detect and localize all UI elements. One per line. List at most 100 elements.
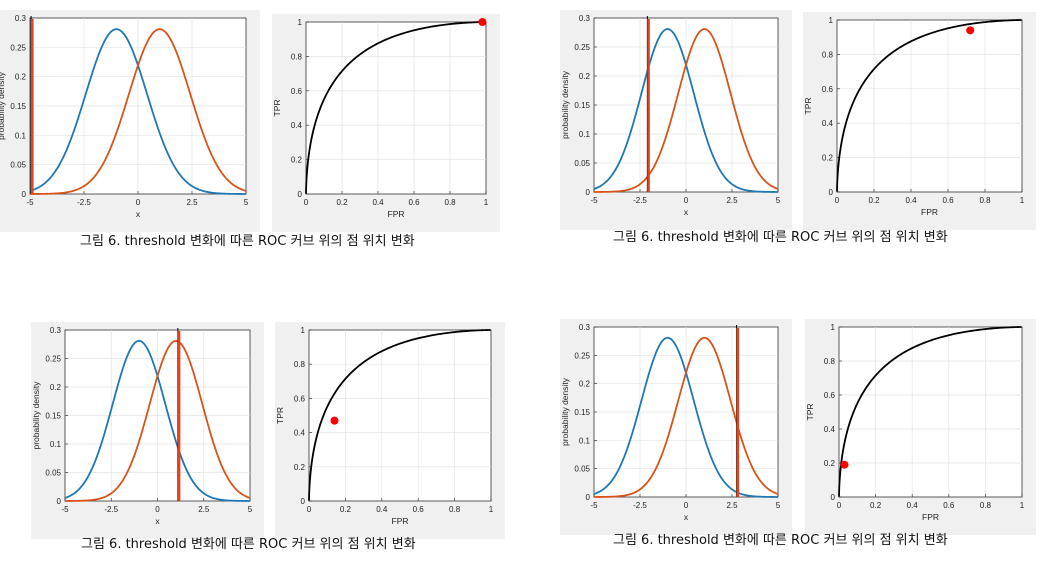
- positive-class-density-curve: [593, 28, 779, 193]
- x-axis-label: x: [684, 207, 689, 217]
- figure-caption-1: 그림 6. threshold 변화에 따른 ROC 커브 위의 점 위치 변화: [80, 234, 415, 249]
- y-tick-label: 0.3: [579, 323, 591, 332]
- roc-operating-point: [478, 18, 487, 26]
- y-tick-label: 0: [57, 497, 62, 506]
- figure-3: -5 -2.5 0 2.5 5 0 0.05 0.1 0.15 0.2 0.25 0.3 x probab…: [0, 285, 520, 563]
- x-tick-label: 1: [484, 198, 489, 207]
- y-tick-label: 0.2: [291, 156, 303, 165]
- y-axis-label: TPR: [272, 100, 282, 117]
- x-tick-label: 0.2: [868, 196, 880, 205]
- figure-caption-3: 그림 6. threshold 변화에 따른 ROC 커브 위의 점 위치 변화: [81, 537, 416, 552]
- figure-caption-4: 그림 6. threshold 변화에 따른 ROC 커브 위의 점 위치 변화: [613, 533, 948, 548]
- y-tick-label: 0: [298, 190, 303, 199]
- x-tick-label: 0.8: [980, 501, 992, 510]
- y-tick-label: 0.4: [824, 425, 836, 434]
- y-tick-label: 0: [829, 188, 834, 197]
- y-tick-label: 0.15: [574, 101, 590, 110]
- y-tick-label: 0: [22, 190, 27, 199]
- y-tick-label: 0.3: [579, 14, 591, 23]
- y-axis-label: TPR: [275, 407, 285, 424]
- y-tick-label: 0.6: [824, 391, 836, 400]
- y-tick-label: 0.15: [10, 102, 26, 111]
- x-tick-label: 0.6: [942, 196, 954, 205]
- y-tick-label: 1: [831, 323, 836, 332]
- x-tick-label: 0: [155, 505, 160, 514]
- y-tick-label: 0.2: [824, 459, 836, 468]
- y-tick-label: 0.6: [291, 87, 303, 96]
- roc-curve: [305, 21, 486, 194]
- y-tick-label: 0: [831, 493, 836, 502]
- x-tick-label: 0.6: [943, 501, 955, 510]
- y-tick-label: 0.4: [822, 119, 834, 128]
- y-tick-label: 0.15: [45, 412, 61, 421]
- figure-4: -5 -2.5 0 2.5 5 0 0.05 0.1 0.15 0.2 0.25 0.3 x probab…: [527, 285, 1049, 563]
- roc-plot-1: 0 0.2 0.4 0.6 0.8 1 0 0.2 0.4 0.6 0.8 1 FPR TPR: [272, 14, 500, 232]
- y-tick-label: 0.25: [574, 43, 590, 52]
- y-tick-label: 0.2: [579, 72, 591, 81]
- roc-plot-3: 0 0.2 0.4 0.6 0.8 1 0 0.2 0.4 0.6 0.8 1 FPR TPR: [275, 322, 505, 539]
- roc-curve: [308, 329, 491, 501]
- x-tick-label: 2.5: [726, 501, 738, 510]
- x-tick-label: 0.2: [340, 505, 352, 514]
- y-tick-label: 0.4: [291, 121, 303, 130]
- y-axis-label: probability density: [0, 71, 6, 140]
- y-tick-label: 0.1: [50, 440, 62, 449]
- plot-area: [305, 21, 487, 195]
- y-tick-label: 0.8: [822, 50, 834, 59]
- y-tick-label: 0: [586, 493, 591, 502]
- y-tick-label: 1: [829, 16, 834, 25]
- roc-plot-4: 0 0.2 0.4 0.6 0.8 1 0 0.2 0.4 0.6 0.8 1 FPR TPR: [805, 319, 1036, 535]
- x-axis-label: x: [136, 209, 141, 219]
- x-tick-label: 0: [837, 501, 842, 510]
- x-tick-label: 1: [489, 505, 494, 514]
- x-tick-label: 0.8: [444, 198, 456, 207]
- y-tick-label: 0.05: [10, 161, 26, 170]
- x-tick-label: 2.5: [726, 196, 738, 205]
- x-tick-label: 0.4: [376, 505, 388, 514]
- y-tick-label: 0.2: [822, 154, 834, 163]
- x-tick-label: -5: [590, 196, 598, 205]
- figure-1: -5 -2.5 0 2.5 5 0 0.05 0.1 0.15 0.2 0.25 0.3 x probab…: [0, 0, 520, 260]
- y-tick-label: 0.8: [824, 357, 836, 366]
- x-tick-label: -5: [590, 501, 598, 510]
- y-tick-label: 0.2: [50, 383, 62, 392]
- x-tick-label: 2.5: [186, 198, 198, 207]
- x-tick-label: 5: [776, 196, 781, 205]
- y-tick-label: 0.1: [15, 131, 27, 140]
- x-axis-label: x: [684, 512, 689, 522]
- y-tick-label: 1: [301, 326, 306, 335]
- x-tick-label: 0: [684, 501, 689, 510]
- plot-area: [308, 329, 492, 502]
- x-tick-label: 0: [835, 196, 840, 205]
- x-tick-label: 0.6: [408, 198, 420, 207]
- y-tick-label: 0.8: [294, 360, 306, 369]
- x-tick-label: -2.5: [633, 196, 647, 205]
- x-tick-label: -2.5: [633, 501, 647, 510]
- y-tick-label: 0.15: [574, 408, 590, 417]
- x-tick-label: 0.6: [413, 505, 425, 514]
- x-axis-label: FPR: [388, 209, 405, 219]
- positive-class-density-curve: [29, 28, 247, 195]
- y-tick-label: 0.25: [10, 43, 26, 52]
- y-tick-label: 0.2: [579, 380, 591, 389]
- y-axis-label: probability density: [560, 377, 570, 446]
- y-axis-label: TPR: [803, 98, 813, 115]
- x-tick-label: 0: [304, 198, 309, 207]
- y-tick-label: 0.25: [45, 355, 61, 364]
- density-plot-4: -5 -2.5 0 2.5 5 0 0.05 0.1 0.15 0.2 0.25 0.3 x probab…: [560, 319, 792, 535]
- x-tick-label: 0.4: [372, 198, 384, 207]
- y-axis-label: probability density: [560, 70, 570, 139]
- x-axis-label: FPR: [921, 207, 938, 217]
- y-axis-label: probability density: [31, 381, 41, 450]
- density-plot-3: -5 -2.5 0 2.5 5 0 0.05 0.1 0.15 0.2 0.25 0.3 x probab…: [31, 322, 264, 539]
- roc-curve: [838, 326, 1022, 497]
- x-tick-label: -5: [26, 198, 34, 207]
- y-tick-label: 0.1: [579, 130, 591, 139]
- y-tick-label: 0.6: [822, 85, 834, 94]
- y-tick-label: 0.4: [294, 429, 306, 438]
- positive-class-density-curve: [65, 339, 251, 502]
- roc-plot-2: 0 0.2 0.4 0.6 0.8 1 0 0.2 0.4 0.6 0.8 1 FPR TPR: [803, 12, 1036, 230]
- y-tick-label: 0.2: [294, 463, 306, 472]
- x-tick-label: 0: [136, 198, 141, 207]
- density-plot-2: -5 -2.5 0 2.5 5 0 0.05 0.1 0.15 0.2 0.25 0.3 x probab…: [560, 10, 792, 230]
